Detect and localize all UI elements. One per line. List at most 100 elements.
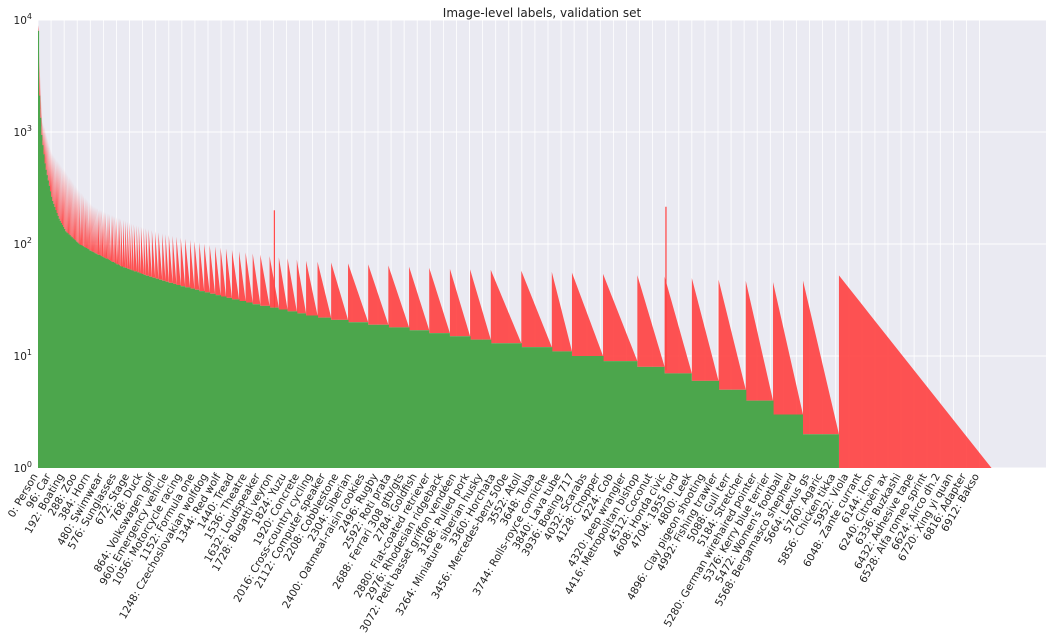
machine-bar-segment — [93, 206, 95, 253]
machine-bar-segment — [69, 176, 70, 235]
machine-bar-segment — [84, 197, 86, 248]
machine-bar-segment — [773, 282, 803, 415]
y-tick-exponent: 0 — [27, 460, 32, 469]
machine-bar-segment — [745, 280, 774, 401]
machine-bar-segment — [73, 183, 75, 240]
machine-bar-segment — [409, 266, 430, 331]
y-tick-exponent: 4 — [27, 12, 32, 21]
machine-bar-segment — [52, 154, 54, 203]
machine-bar-segment — [112, 215, 114, 263]
machine-bar-segment — [67, 173, 68, 234]
machine-bar-segment — [296, 259, 307, 314]
chart-title: Image-level labels, validation set — [443, 6, 642, 20]
machine-bar-segment — [54, 156, 55, 207]
y-tick-label: 102 — [14, 236, 32, 251]
y-tick-exponent: 2 — [27, 236, 32, 245]
machine-bar-segment — [57, 160, 59, 216]
machine-bar-segment — [220, 247, 226, 297]
machine-bar-segment — [43, 125, 45, 159]
machine-bar-segment — [306, 260, 318, 316]
y-tick-base: 10 — [14, 351, 27, 363]
machine-bar-segment — [215, 246, 221, 296]
machine-bar-segment — [155, 231, 159, 279]
machine-bar-segment — [176, 236, 181, 286]
machine-bar-segment — [91, 204, 93, 252]
machine-bar-segment — [70, 177, 71, 236]
machine-bar-segment — [76, 186, 77, 242]
machine-bar-segment — [59, 162, 60, 220]
machine-bar-segment — [75, 185, 77, 242]
machine-bar-segment — [75, 185, 76, 241]
machine-bar-segment — [52, 153, 53, 202]
machine-bar-segment — [41, 112, 43, 141]
machine-bar-segment — [103, 211, 105, 258]
machine-bar-segment — [94, 206, 96, 254]
machine-bar-segment — [47, 139, 49, 181]
machine-bar-segment — [664, 276, 692, 374]
machine-bar-segment — [41, 100, 42, 135]
machine-bar-segment — [119, 218, 121, 266]
machine-bar-segment — [603, 273, 638, 362]
machine-bar-segment — [77, 188, 79, 244]
machine-bar-segment — [490, 269, 522, 344]
machine-bar-segment — [122, 219, 126, 268]
machine-bar-segment — [80, 192, 82, 245]
machine-bar-segment — [162, 233, 166, 281]
verified-bars — [38, 30, 865, 469]
machine-bar-segment — [95, 207, 97, 254]
machine-bar-segment — [38, 25, 39, 31]
machine-bar-segment — [317, 261, 332, 318]
machine-bar-segment — [113, 215, 115, 263]
machine-bar-segment — [67, 174, 69, 234]
machine-bar-segment — [838, 275, 992, 468]
machine-bar-segment — [83, 195, 84, 247]
machine-bar-segment — [85, 197, 87, 249]
machine-bar-segment — [72, 181, 74, 239]
machine-bar-segment — [100, 209, 102, 257]
machine-bar-segment — [78, 190, 80, 244]
machine-bar-segment — [168, 235, 173, 283]
machine-bar-segment — [50, 149, 52, 195]
machine-bar-segment — [231, 249, 240, 300]
machine-bar-segment — [60, 165, 62, 223]
machine-bar-segment — [63, 167, 64, 227]
machine-bar-segment — [118, 217, 120, 265]
machine-bar-segment — [92, 205, 94, 252]
machine-bar-segment — [521, 270, 552, 348]
machine-bar-segment — [551, 271, 572, 352]
machine-bar-segment — [42, 120, 43, 146]
machine-bar-segment — [82, 194, 84, 246]
machine-bar-segment — [49, 147, 51, 192]
machine-bar-segment — [56, 159, 58, 214]
machine-bar-segment — [81, 192, 83, 246]
y-tick-label: 103 — [14, 124, 32, 139]
machine-bar-segment — [78, 189, 79, 244]
machine-bar-segment — [65, 171, 67, 232]
machine-bar-segment — [331, 262, 349, 320]
machine-bar-segment — [449, 268, 471, 337]
machine-bars — [38, 25, 992, 468]
machine-bar-segment — [48, 141, 49, 184]
machine-bar-segment — [429, 267, 450, 334]
y-tick-exponent: 3 — [27, 124, 32, 133]
machine-bar-segment — [287, 258, 297, 312]
machine-bar-segment — [105, 212, 108, 259]
machine-bar-segment — [53, 155, 55, 206]
y-tick-label: 104 — [14, 12, 32, 27]
machine-bar-segment — [388, 265, 410, 328]
machine-bar-segment — [55, 158, 57, 212]
machine-bar-segment — [133, 224, 137, 272]
machine-bar-segment — [138, 226, 141, 274]
machine-bar-segment — [47, 137, 48, 178]
machine-bar-segment — [225, 248, 232, 298]
y-tick-base: 10 — [14, 15, 27, 27]
machine-bar-segment — [245, 252, 253, 303]
machine-bar-segment — [58, 162, 60, 219]
machine-bar-segment — [45, 129, 46, 168]
machine-bar-segment — [116, 217, 119, 265]
machine-bar-segment — [143, 227, 146, 275]
machine-bar-segment — [51, 152, 53, 200]
machine-bar-segment — [54, 157, 56, 209]
